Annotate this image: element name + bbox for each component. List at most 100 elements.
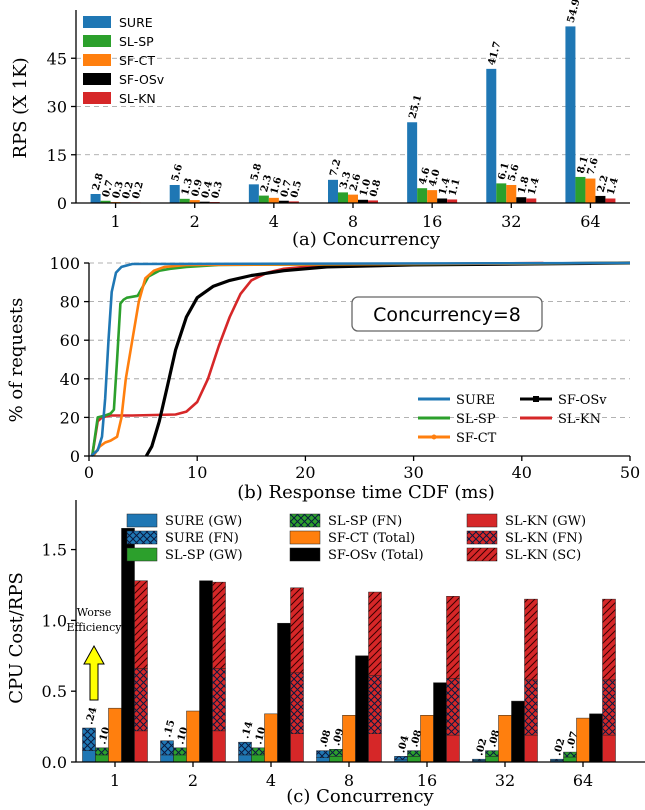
bar-segment — [433, 682, 447, 763]
legend-swatch — [466, 513, 498, 528]
bar-label: 1.0 — [358, 178, 373, 198]
bar — [169, 184, 180, 203]
bar-hatch — [563, 752, 577, 758]
bar — [258, 195, 269, 203]
legend-hatch — [467, 531, 497, 544]
bar-hatch — [602, 679, 616, 736]
y-tick-label: 100 — [49, 254, 80, 273]
legend-hatch — [290, 514, 320, 527]
bar-segment — [251, 754, 265, 763]
legend-label: SL-SP (GW) — [165, 548, 243, 563]
y-tick-label: 30 — [47, 98, 67, 117]
legend-label: SURE (FN) — [165, 531, 239, 546]
bar-segment — [407, 756, 421, 763]
bar-segment — [199, 580, 213, 763]
y-tick-label: 0.0 — [42, 753, 67, 772]
bar-segment — [511, 700, 525, 763]
bar-hatch — [394, 756, 408, 760]
legend-swatch — [83, 54, 111, 66]
bar-label: 1.1 — [447, 178, 462, 198]
bar-hatch — [134, 580, 148, 669]
bar-hatch — [407, 750, 421, 757]
bar-label: 0.7 — [279, 179, 294, 199]
bar-segment — [134, 730, 148, 763]
bar — [437, 198, 448, 203]
y-tick-label: 0.5 — [42, 682, 67, 701]
bar-label: 0.9 — [190, 178, 205, 198]
legend-label: SL-KN (GW) — [505, 514, 586, 529]
svg-text:Worse: Worse — [77, 606, 112, 619]
legend-label: SL-KN (FN) — [505, 531, 583, 546]
y-tick-label: 15 — [47, 146, 67, 165]
svg-text:Efficiency: Efficiency — [66, 621, 122, 634]
bar-segment — [498, 715, 512, 763]
bar-segment — [355, 655, 369, 763]
x-tick-label: 16 — [417, 771, 437, 790]
y-tick-label: 1.0 — [42, 611, 67, 630]
bar-segment — [446, 734, 460, 763]
x-tick-label: 64 — [573, 771, 593, 790]
y-tick-label: 0 — [70, 447, 80, 466]
bar — [268, 197, 279, 203]
bar — [368, 200, 378, 203]
bar — [407, 122, 418, 203]
y-tick-label: 1.5 — [42, 541, 67, 560]
bar-label: 1.6 — [269, 176, 284, 196]
bar-label: 6.1 — [497, 161, 512, 181]
bar — [605, 198, 616, 203]
bar-label: 0.8 — [368, 179, 383, 199]
bar-hatch — [368, 592, 382, 676]
y-tick-label: 20 — [60, 408, 80, 427]
x-tick-label: 8 — [344, 771, 354, 790]
bar — [338, 192, 348, 203]
caption-b: (b) Response time CDF (ms) — [237, 482, 495, 503]
x-tick-label: 4 — [269, 212, 279, 231]
bar — [288, 201, 299, 203]
bar-label: 5.6 — [170, 163, 185, 183]
bar-segment — [108, 707, 122, 763]
bar-hatch — [160, 740, 174, 755]
bar-hatch — [329, 749, 343, 757]
bar-label: 3.3 — [338, 170, 353, 190]
bar-hatch — [95, 747, 109, 755]
bar-segment — [576, 717, 590, 763]
bar-hatch — [472, 759, 486, 761]
bar-label: 2.6 — [348, 173, 363, 193]
bar-segment — [95, 754, 109, 763]
bar-segment — [602, 734, 616, 763]
legend-hatch — [127, 531, 157, 544]
bar-hatch — [524, 599, 538, 680]
cdf-line — [90, 261, 631, 457]
cdf-line — [144, 261, 631, 457]
legend-label: SURE — [119, 15, 153, 30]
bar — [427, 190, 438, 203]
bar-hatch — [82, 728, 96, 751]
y-tick-label: 40 — [60, 370, 80, 389]
x-tick-label: 40 — [512, 463, 532, 482]
bar — [328, 179, 338, 203]
legend-marker — [533, 396, 539, 402]
bar — [595, 195, 606, 203]
x-tick-label: 8 — [348, 212, 358, 231]
legend-label: SF-OSv — [558, 393, 607, 408]
bar-label: 8.1 — [576, 155, 591, 175]
legend-label: SF-CT — [119, 53, 155, 68]
caption-c: (c) Concurrency — [286, 786, 434, 807]
x-tick-label: 4 — [266, 771, 276, 790]
bar-hatch — [238, 742, 252, 755]
bar-hatch — [290, 672, 304, 734]
bar-label: 0.2 — [131, 180, 146, 200]
bar-label: .24 — [84, 706, 99, 726]
bar — [496, 183, 507, 203]
legend-label: SL-KN — [558, 412, 601, 427]
bar-label: 0.3 — [210, 180, 225, 200]
bar-segment — [238, 754, 252, 763]
x-tick-label: 32 — [501, 212, 521, 231]
legend-label: SL-KN — [119, 91, 156, 106]
x-tick-label: 2 — [188, 771, 198, 790]
bar-label: 4.0 — [427, 168, 442, 188]
legend-label: SF-CT (Total) — [328, 531, 415, 546]
cpu-cost-bar-chart: 0.00.51.01.51.24.102.15.104.14.108.08.09… — [42, 500, 645, 790]
bar-hatch — [602, 599, 616, 680]
